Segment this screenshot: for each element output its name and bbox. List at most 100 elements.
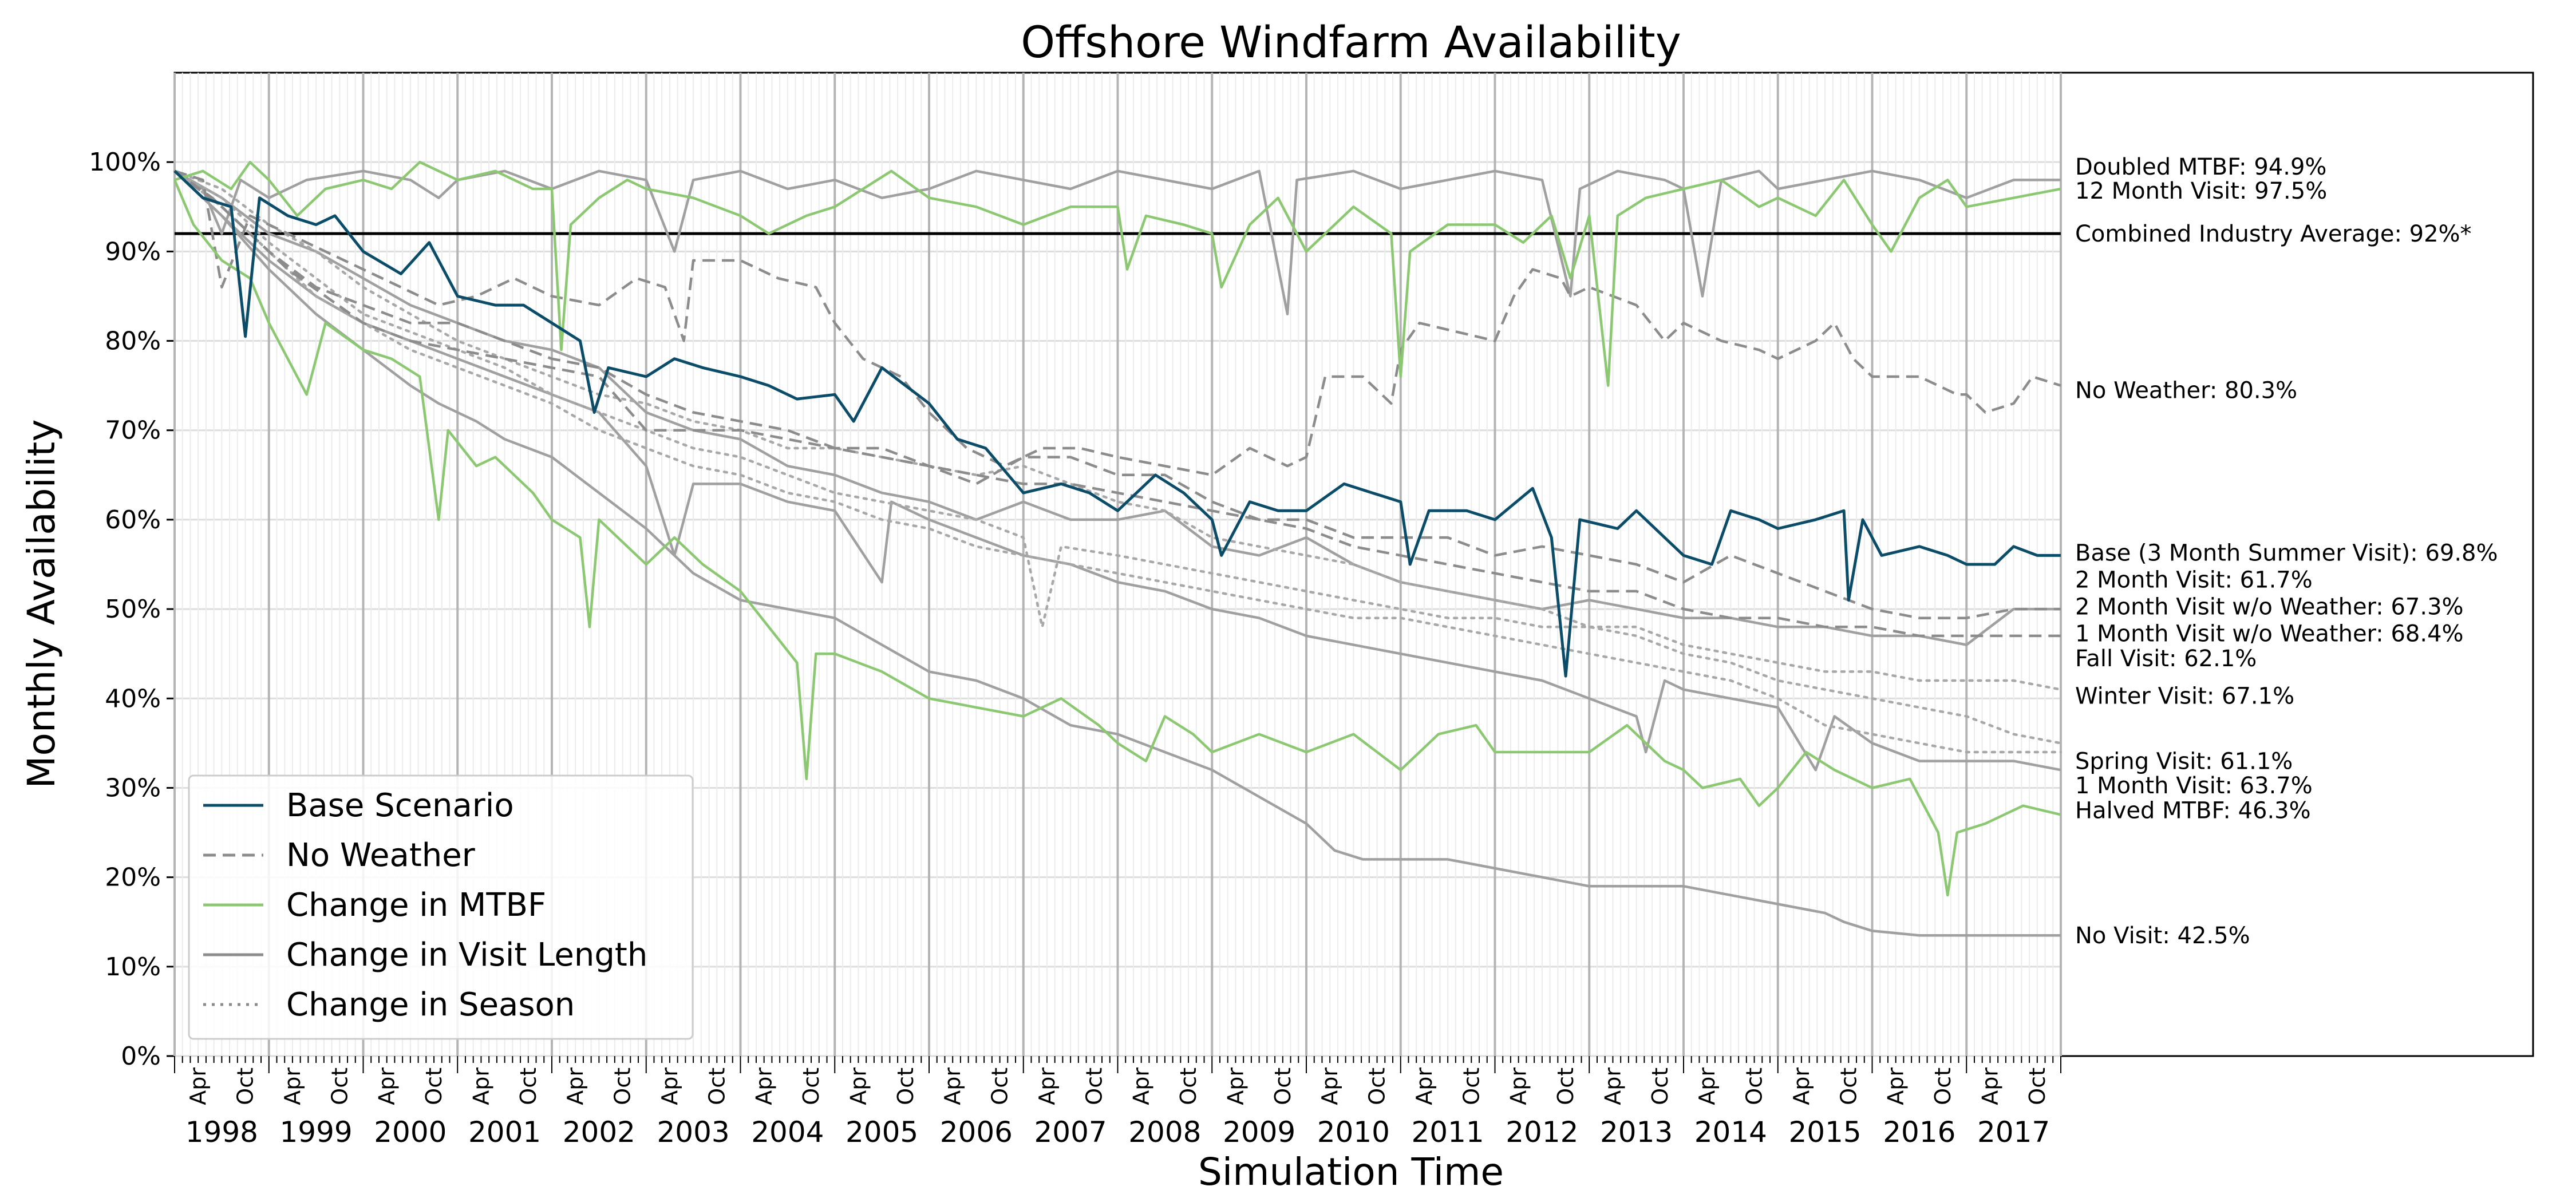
y-tick-label: 10% <box>105 952 161 982</box>
x-year-label: 2015 <box>1789 1116 1862 1149</box>
x-month-label: Oct <box>1647 1067 1673 1105</box>
x-month-label: Apr <box>1694 1067 1720 1105</box>
x-month-label: Apr <box>563 1067 588 1105</box>
x-month-label: Oct <box>610 1067 635 1105</box>
x-month-label: Apr <box>1412 1067 1437 1105</box>
end-label: Winter Visit: 67.1% <box>2075 683 2294 710</box>
x-month-label: Oct <box>799 1067 824 1105</box>
x-month-label: Apr <box>280 1067 305 1105</box>
x-month-label: Apr <box>1223 1067 1248 1105</box>
x-year-label: 2001 <box>468 1116 541 1149</box>
series-line-12-month-visit <box>173 169 2061 315</box>
legend-box <box>188 774 694 1040</box>
x-month-label: Oct <box>893 1067 918 1105</box>
y-tick-label: 20% <box>105 863 161 892</box>
x-month-label: Oct <box>516 1067 541 1105</box>
series-line-2-month-visit-w-o-weather <box>173 169 2061 619</box>
end-label: 1 Month Visit: 63.7% <box>2075 773 2313 799</box>
end-label: 2 Month Visit w/o Weather: 67.3% <box>2075 594 2464 620</box>
x-month-label: Apr <box>846 1067 871 1105</box>
x-year-label: 2006 <box>940 1116 1013 1149</box>
x-year-label: 2012 <box>1506 1116 1578 1149</box>
x-month-label: Oct <box>1270 1067 1295 1105</box>
x-month-label: Oct <box>2025 1067 2050 1105</box>
x-month-label: Apr <box>1789 1067 1814 1105</box>
end-label: No Visit: 42.5% <box>2075 923 2250 949</box>
x-month-label: Oct <box>1365 1067 1390 1105</box>
x-month-label: Apr <box>1034 1067 1060 1105</box>
y-tick-label: 60% <box>105 505 161 535</box>
end-label: 1 Month Visit w/o Weather: 68.4% <box>2075 620 2464 647</box>
series-line-2-month-visit <box>173 169 2061 646</box>
series-line-1-month-visit-w-o-weather <box>173 170 2061 638</box>
x-month-label: Apr <box>1506 1067 1531 1105</box>
x-month-label: Apr <box>374 1067 400 1105</box>
end-label: Base (3 Month Summer Visit): 69.8% <box>2075 540 2498 567</box>
x-year-label: 2009 <box>1223 1116 1295 1149</box>
end-label: Doubled MTBF: 94.9% <box>2075 154 2326 180</box>
chart-title: Offshore Windfarm Availability <box>1021 17 1681 68</box>
x-month-label: Oct <box>704 1067 729 1105</box>
x-month-label: Apr <box>1129 1067 1154 1105</box>
x-year-label: 1999 <box>280 1116 353 1149</box>
x-month-label: Oct <box>421 1067 447 1105</box>
y-tick-label: 80% <box>105 327 161 356</box>
end-label: Halved MTBF: 46.3% <box>2075 798 2311 824</box>
series-line-winter-visit <box>173 169 2063 745</box>
x-year-label: 2017 <box>1977 1116 2050 1149</box>
x-month-label: Apr <box>752 1067 777 1105</box>
y-tick-label: 70% <box>105 416 161 445</box>
series-line-base-3-month-summer-visit- <box>173 169 2061 678</box>
y-tick-label: 40% <box>105 684 161 713</box>
x-year-label: 1998 <box>185 1116 258 1149</box>
x-month-label: Apr <box>1977 1067 2002 1105</box>
legend-label: Change in Visit Length <box>286 936 647 974</box>
x-year-label: 2013 <box>1600 1116 1673 1149</box>
x-year-label: 2004 <box>751 1116 824 1149</box>
series-line-spring-visit <box>173 169 2063 754</box>
x-month-label: Oct <box>233 1067 258 1105</box>
legend-label: Change in MTBF <box>286 887 546 924</box>
end-label: 12 Month Visit: 97.5% <box>2075 178 2327 204</box>
x-month-label: Apr <box>657 1067 682 1105</box>
x-month-label: Apr <box>468 1067 493 1105</box>
x-month-label: Oct <box>1553 1067 1578 1105</box>
end-label: Fall Visit: 62.1% <box>2075 646 2257 672</box>
x-month-label: Apr <box>1600 1067 1625 1105</box>
y-tick-label: 0% <box>121 1042 161 1071</box>
legend-label: No Weather <box>286 837 476 874</box>
x-year-label: 2007 <box>1034 1116 1107 1149</box>
x-year-label: 2002 <box>563 1116 635 1149</box>
end-label: No Weather: 80.3% <box>2075 377 2297 404</box>
x-year-label: 2014 <box>1694 1116 1767 1149</box>
x-year-label: 2008 <box>1128 1116 1201 1149</box>
x-year-label: 2000 <box>374 1116 447 1149</box>
series-line-no-visit <box>173 170 2061 937</box>
x-month-label: Apr <box>185 1067 211 1105</box>
end-label: 2 Month Visit: 61.7% <box>2075 567 2313 594</box>
x-axis-label: Simulation Time <box>1198 1150 1504 1194</box>
x-month-label: Oct <box>987 1067 1013 1105</box>
x-month-label: Oct <box>1081 1067 1107 1105</box>
y-tick-label: 100% <box>89 148 161 177</box>
x-month-label: Oct <box>1176 1067 1201 1105</box>
x-month-label: Oct <box>1836 1067 1861 1105</box>
series-line-no-weather <box>174 169 2061 477</box>
legend-label: Change in Season <box>286 986 575 1023</box>
plot-area: 0% 10% 20% 30% 40% 50% 60% 70% 80% 90% 100% Apr Oct 1… <box>89 72 2534 1149</box>
end-label: Spring Visit: 61.1% <box>2075 749 2293 775</box>
x-month-label: Apr <box>940 1067 965 1105</box>
x-month-label: Apr <box>1317 1067 1342 1105</box>
legend-label: Base Scenario <box>286 787 514 824</box>
y-tick-label: 90% <box>105 237 161 266</box>
x-month-label: Oct <box>1742 1067 1767 1105</box>
y-tick-label: 50% <box>105 595 161 624</box>
x-year-label: 2011 <box>1412 1116 1484 1149</box>
x-year-label: 2010 <box>1317 1116 1390 1149</box>
x-year-label: 2016 <box>1883 1116 1955 1149</box>
y-tick-label: 30% <box>105 773 161 802</box>
x-year-label: 2003 <box>657 1116 730 1149</box>
x-year-label: 2005 <box>846 1116 918 1149</box>
series-line-1-month-visit <box>173 170 2061 772</box>
